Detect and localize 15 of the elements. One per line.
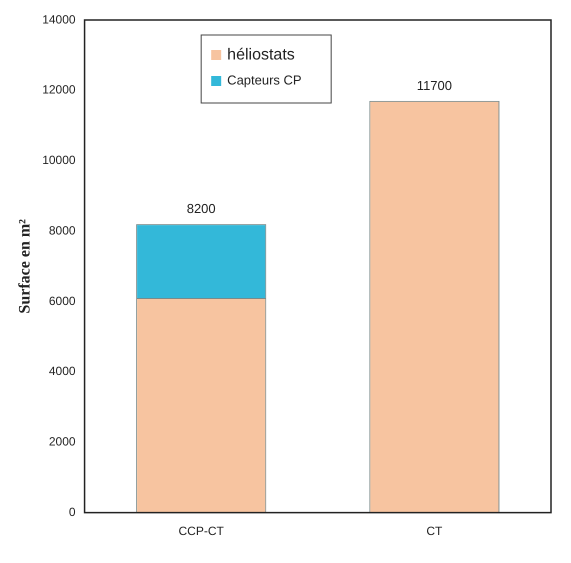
x-tick-label: CCP-CT [178, 524, 225, 538]
y-tick-label: 6000 [48, 294, 76, 308]
y-tick-label: 8000 [48, 223, 76, 238]
y-tick-label: 12000 [42, 82, 76, 97]
y-tick-label: 0 [68, 504, 76, 519]
y-axis-title: Surface en m² [16, 218, 34, 314]
legend-label: Capteurs CP [227, 72, 302, 88]
y-tick-label: 14000 [42, 12, 76, 26]
y-tick-label: 2000 [48, 434, 76, 449]
total-label: 8200 [186, 201, 216, 216]
x-tick-label: CT [426, 524, 444, 538]
y-tick-label: 10000 [42, 153, 76, 168]
total-label: 11700 [416, 78, 452, 94]
legend-label: héliostats [227, 46, 295, 64]
y-tick-label: 4000 [48, 364, 76, 378]
